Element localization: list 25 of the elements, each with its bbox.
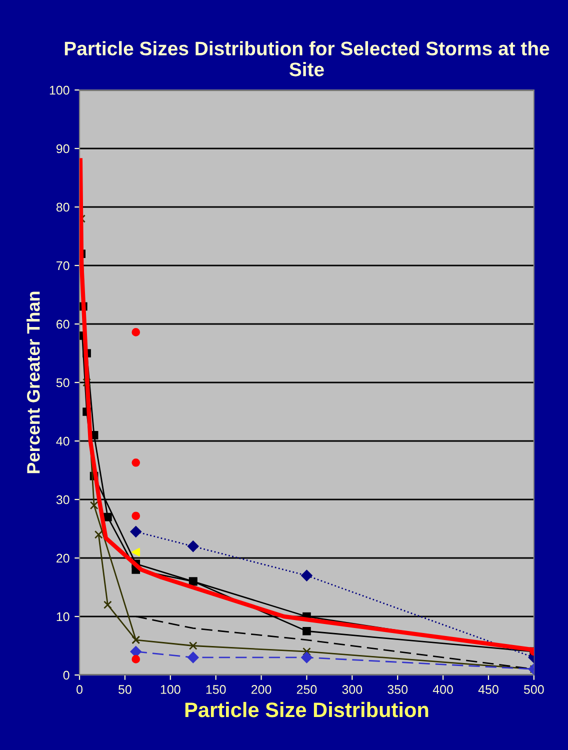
- y-tick-label: 50: [56, 378, 70, 388]
- x-tick-label: 350: [388, 685, 408, 694]
- x-tick-label: 0: [76, 685, 83, 694]
- y-tick-label: 10: [56, 612, 70, 622]
- y-tick-label: 20: [56, 554, 70, 563]
- y-tick-label: 90: [56, 144, 70, 154]
- x-tick-label: 100: [160, 685, 180, 694]
- chart-title: Particle Sizes Distribution for Selected Storms at the Site: [64, 41, 550, 76]
- x-axis-title: Particle Size Distribution: [185, 702, 428, 718]
- y-tick-label: 40: [56, 436, 70, 446]
- x-tick-label: 50: [118, 685, 132, 694]
- x-tick-label: 300: [342, 685, 362, 694]
- x-tick-label: 250: [296, 685, 317, 694]
- y-tick-label: 80: [56, 202, 70, 212]
- x-tick-label: 200: [251, 685, 272, 694]
- y-tick-label: 70: [56, 261, 70, 270]
- y-tick-label: 100: [50, 86, 70, 95]
- y-axis-title: Percent Greater Than: [26, 292, 40, 474]
- x-tick-label: 500: [524, 685, 544, 694]
- x-tick-label: 150: [206, 685, 226, 694]
- x-tick-label: 400: [432, 685, 453, 694]
- x-tick-label: 450: [478, 685, 498, 694]
- y-tick-label: 0: [63, 670, 70, 680]
- y-tick-label: 30: [56, 495, 70, 504]
- y-tick-label: 60: [56, 320, 70, 329]
